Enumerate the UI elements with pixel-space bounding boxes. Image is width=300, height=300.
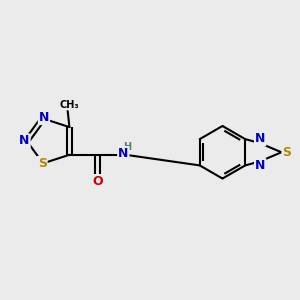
Text: N: N	[255, 133, 266, 146]
Text: H: H	[123, 142, 131, 152]
Text: CH₃: CH₃	[60, 100, 79, 110]
Text: S: S	[38, 157, 47, 170]
Text: N: N	[39, 111, 49, 124]
Text: N: N	[118, 147, 128, 160]
Text: N: N	[19, 134, 30, 147]
Text: O: O	[92, 175, 103, 188]
Text: N: N	[255, 159, 266, 172]
Text: S: S	[282, 146, 291, 159]
